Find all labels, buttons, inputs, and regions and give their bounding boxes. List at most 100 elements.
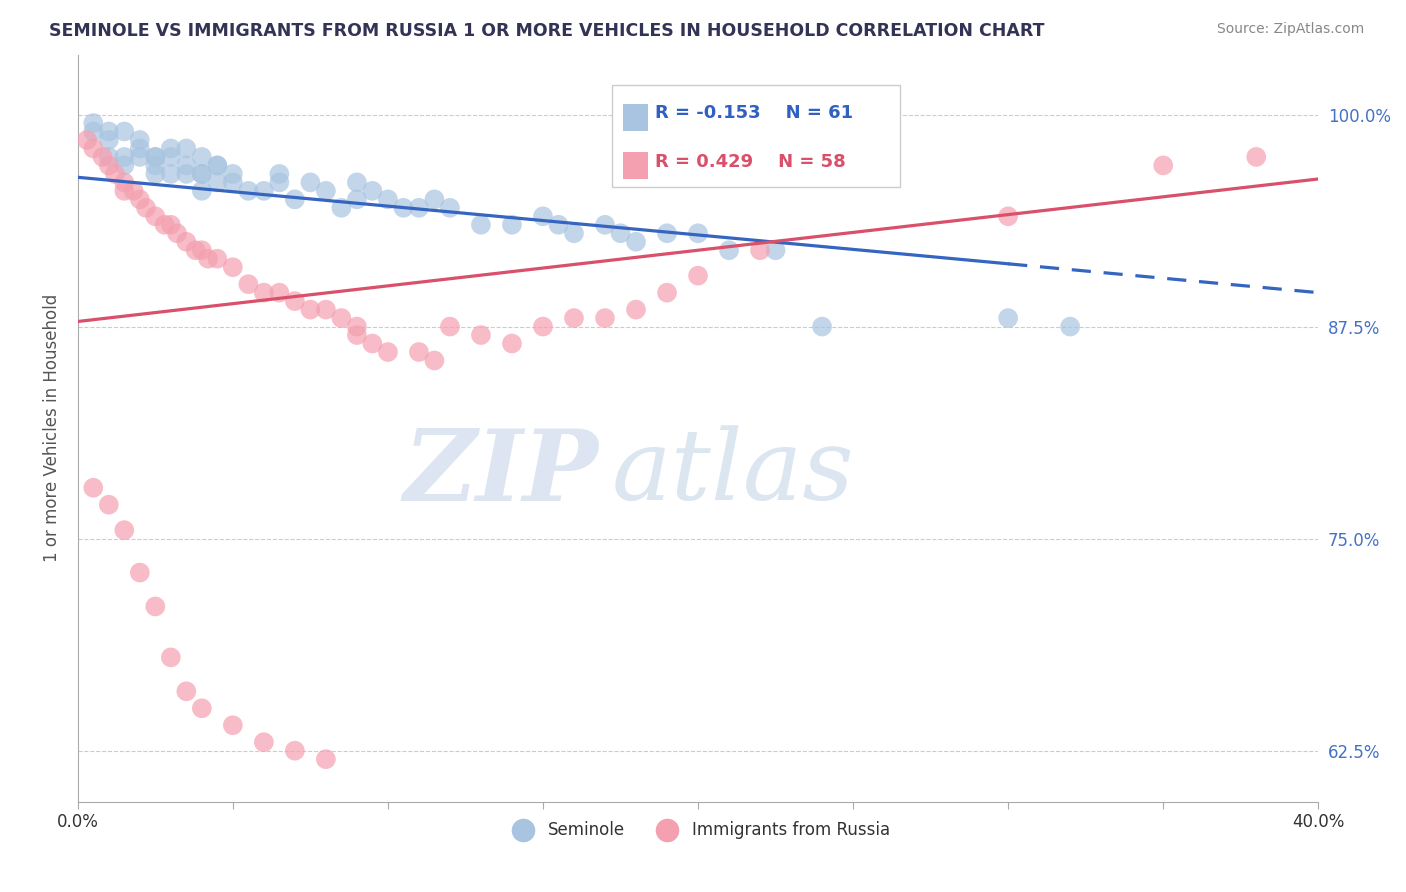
Point xyxy=(222,260,245,275)
Point xyxy=(408,201,430,215)
Point xyxy=(166,227,188,241)
Point xyxy=(122,184,145,198)
Point xyxy=(330,201,353,215)
Point xyxy=(191,167,214,181)
Point xyxy=(361,184,384,198)
Point xyxy=(1059,319,1081,334)
Point xyxy=(82,116,104,130)
Text: SEMINOLE VS IMMIGRANTS FROM RUSSIA 1 OR MORE VEHICLES IN HOUSEHOLD CORRELATION C: SEMINOLE VS IMMIGRANTS FROM RUSSIA 1 OR … xyxy=(49,22,1045,40)
Text: ZIP: ZIP xyxy=(404,425,599,522)
Point xyxy=(330,311,353,326)
Point xyxy=(222,175,245,189)
Point xyxy=(222,718,245,732)
Point xyxy=(143,150,166,164)
Point xyxy=(176,167,198,181)
Point xyxy=(811,319,834,334)
Point xyxy=(408,345,430,359)
Point xyxy=(238,184,260,198)
Point xyxy=(143,150,166,164)
Point xyxy=(377,192,399,206)
Point xyxy=(655,227,678,241)
Point xyxy=(655,285,678,300)
Point xyxy=(191,167,214,181)
Point xyxy=(284,294,307,309)
Point xyxy=(97,498,120,512)
Point xyxy=(112,184,135,198)
Point xyxy=(82,481,104,495)
Point xyxy=(128,566,150,580)
Point xyxy=(470,328,492,343)
Y-axis label: 1 or more Vehicles in Household: 1 or more Vehicles in Household xyxy=(44,294,60,563)
Point xyxy=(112,150,135,164)
Point xyxy=(346,175,368,189)
Point xyxy=(624,235,647,249)
Point xyxy=(470,218,492,232)
Point xyxy=(269,285,291,300)
Point xyxy=(207,252,229,266)
Point xyxy=(184,244,207,258)
Point xyxy=(143,167,166,181)
Point xyxy=(501,336,523,351)
Point xyxy=(222,167,245,181)
Point xyxy=(315,302,337,317)
Point xyxy=(423,192,446,206)
Point xyxy=(609,227,631,241)
Point xyxy=(997,311,1019,326)
Text: atlas: atlas xyxy=(612,425,853,521)
Text: R = 0.429    N = 58: R = 0.429 N = 58 xyxy=(655,153,846,170)
Point xyxy=(238,277,260,292)
Point xyxy=(686,268,709,283)
Point xyxy=(135,201,157,215)
Point xyxy=(159,218,181,232)
Point xyxy=(128,141,150,155)
Point xyxy=(128,133,150,147)
Point xyxy=(97,124,120,138)
Point xyxy=(82,141,104,155)
Point xyxy=(315,752,337,766)
Point xyxy=(112,175,135,189)
Point xyxy=(176,158,198,172)
Point xyxy=(439,319,461,334)
Point xyxy=(501,218,523,232)
Point xyxy=(104,167,127,181)
Point xyxy=(423,353,446,368)
Point xyxy=(159,167,181,181)
Point xyxy=(718,244,741,258)
Point xyxy=(346,319,368,334)
Point xyxy=(112,124,135,138)
Point xyxy=(562,227,585,241)
Point xyxy=(97,158,120,172)
Point xyxy=(749,244,772,258)
Point xyxy=(76,133,98,147)
Point xyxy=(91,150,114,164)
Point xyxy=(207,158,229,172)
Point xyxy=(143,599,166,614)
Point xyxy=(531,209,554,223)
Point xyxy=(269,175,291,189)
Point xyxy=(97,150,120,164)
Point xyxy=(176,684,198,698)
Point xyxy=(176,235,198,249)
Point xyxy=(547,218,569,232)
Point xyxy=(191,701,214,715)
Point xyxy=(112,523,135,537)
Point xyxy=(191,244,214,258)
Point xyxy=(593,218,616,232)
Point xyxy=(1244,150,1267,164)
Point xyxy=(315,184,337,198)
Point xyxy=(82,124,104,138)
Point xyxy=(197,252,219,266)
Point xyxy=(1152,158,1174,172)
Point xyxy=(269,167,291,181)
Point xyxy=(253,285,276,300)
Point xyxy=(765,244,787,258)
Point xyxy=(346,192,368,206)
Point xyxy=(593,311,616,326)
Point xyxy=(439,201,461,215)
Point xyxy=(143,209,166,223)
Point xyxy=(112,158,135,172)
Point xyxy=(253,184,276,198)
Point xyxy=(624,302,647,317)
Point xyxy=(153,218,176,232)
Point xyxy=(191,184,214,198)
